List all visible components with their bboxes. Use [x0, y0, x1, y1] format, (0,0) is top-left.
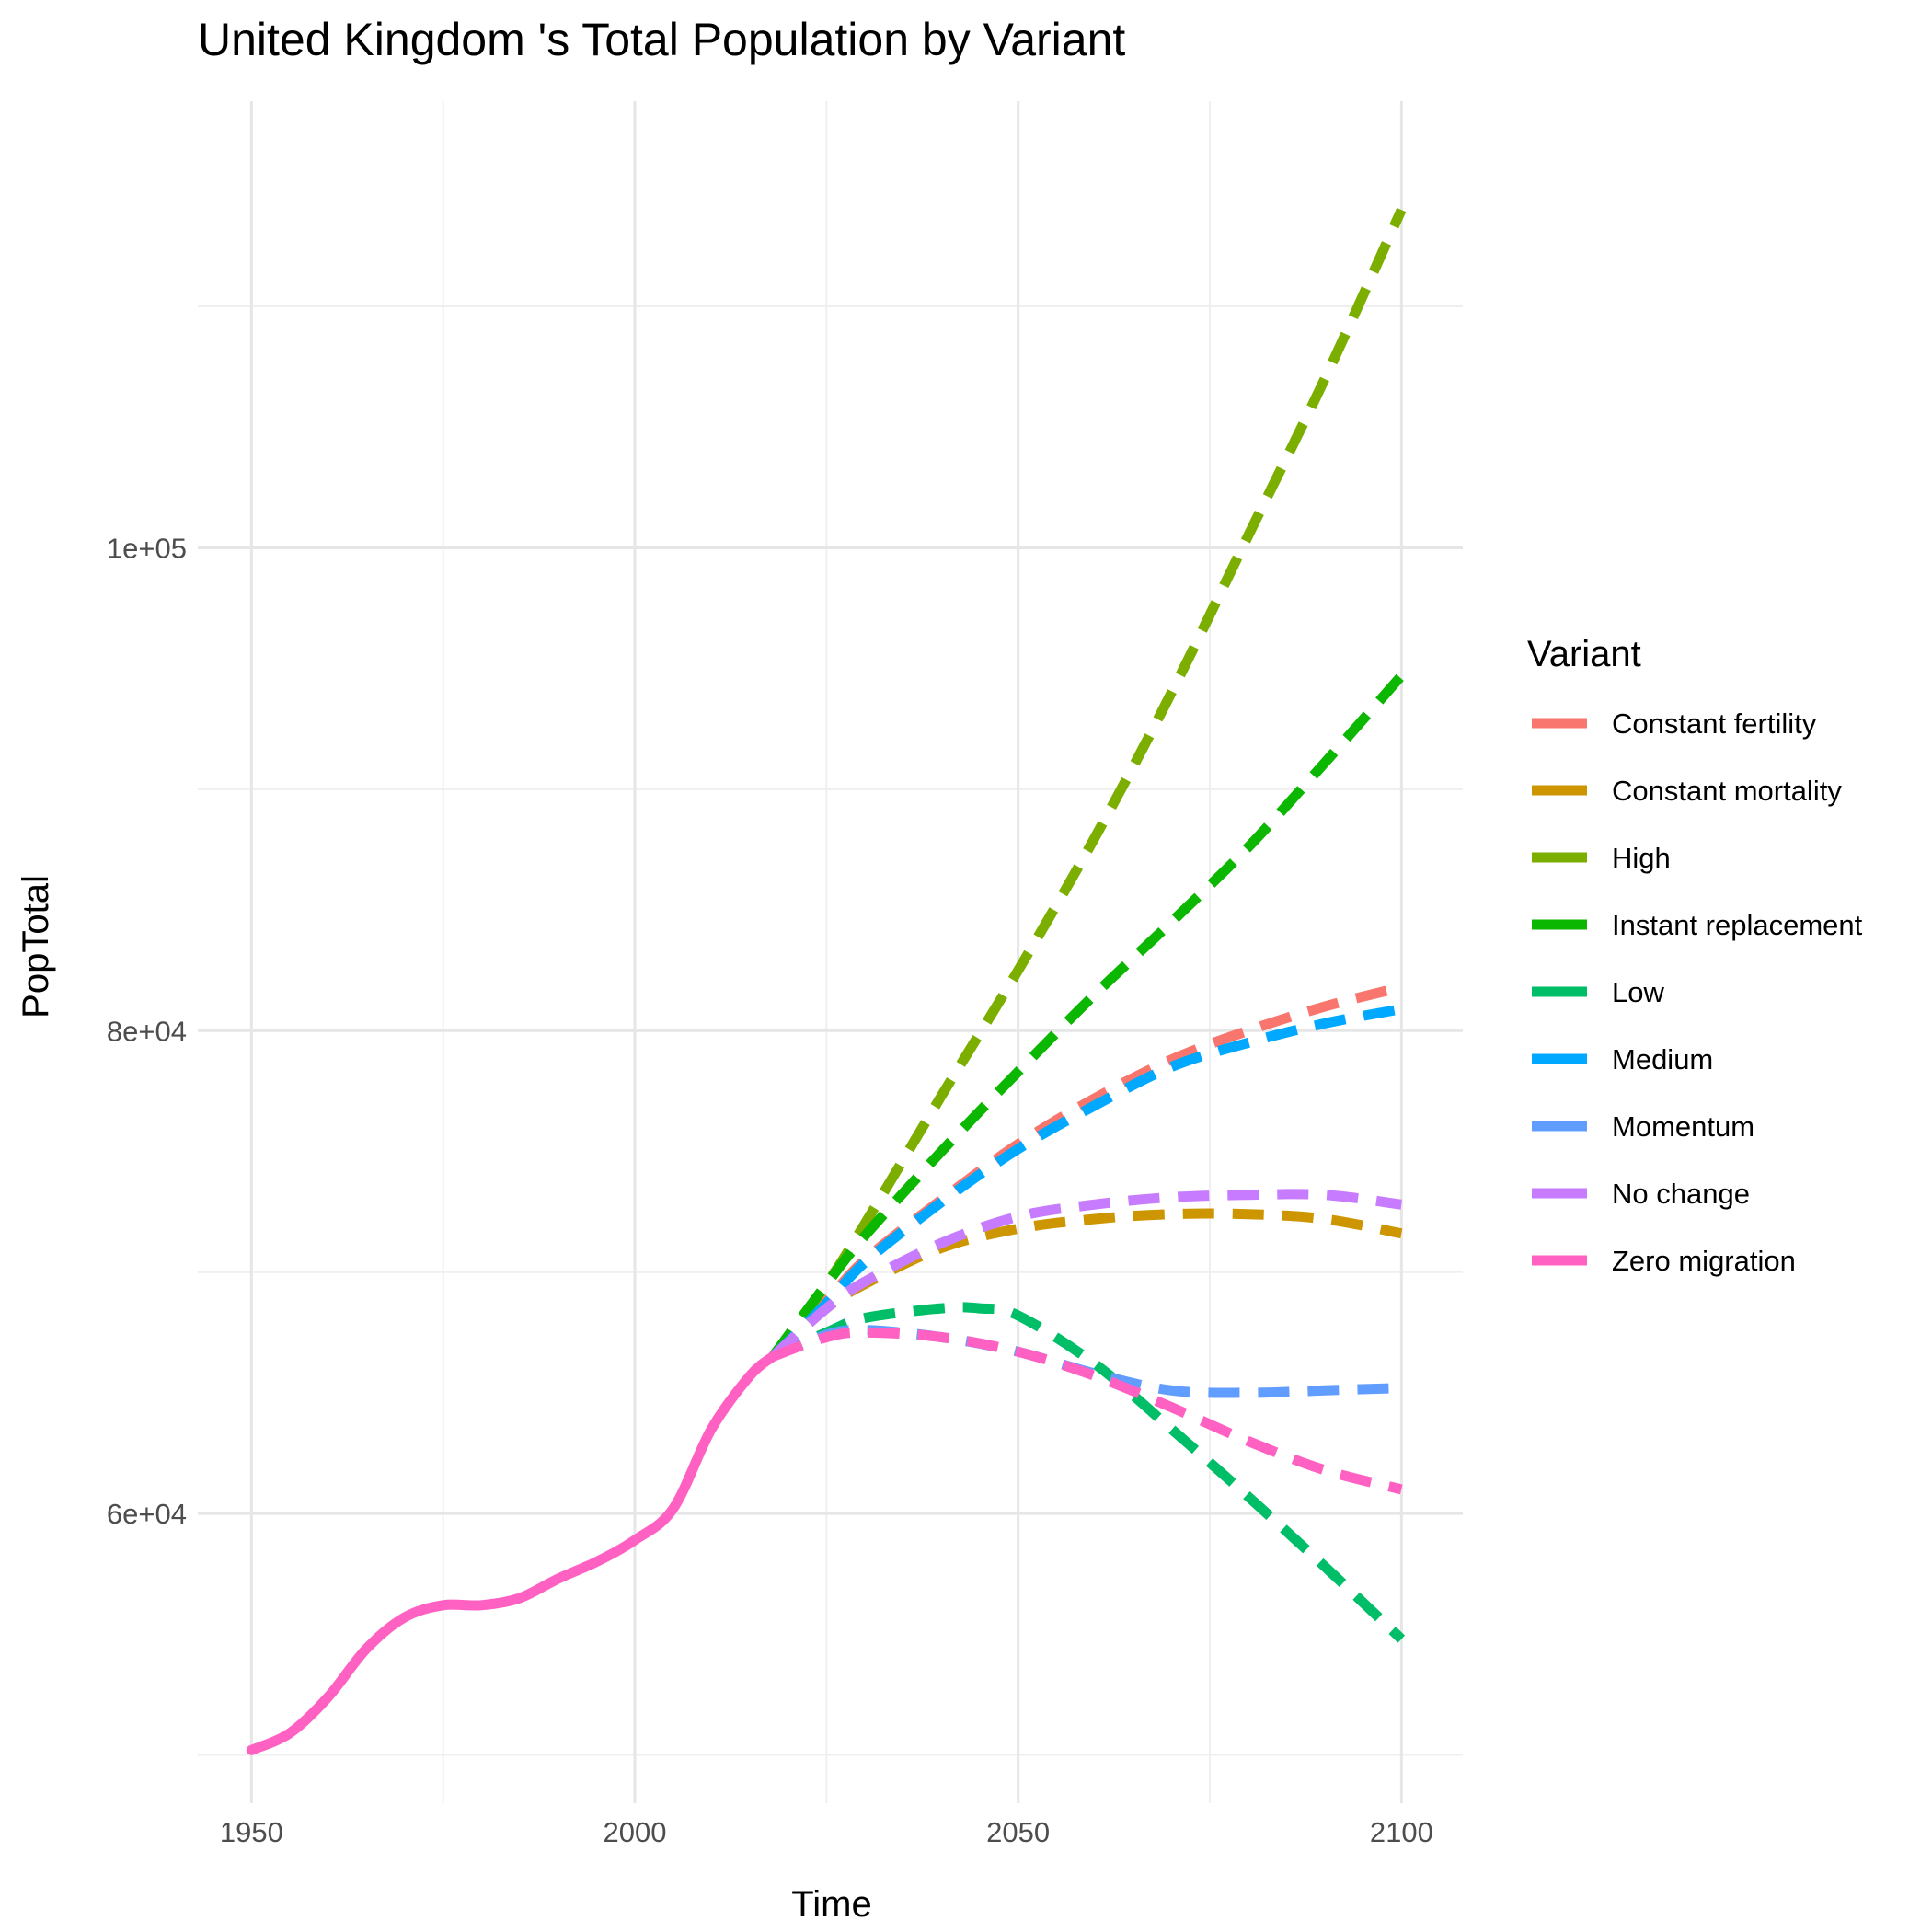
- y-tick-label-0: 6e+04: [107, 1498, 187, 1530]
- series-line-instant-replacement: [768, 672, 1406, 1360]
- legend-label-instant-replacement: Instant replacement: [1612, 909, 1863, 941]
- grid: [198, 101, 1463, 1803]
- legend-item-high: High: [1532, 842, 1671, 874]
- legend-item-instant-replacement: Instant replacement: [1532, 909, 1863, 941]
- legend-label-high: High: [1612, 842, 1671, 874]
- x-tick-label-2: 2050: [986, 1816, 1050, 1848]
- x-tick-label-0: 1950: [220, 1816, 283, 1848]
- legend-label-momentum: Momentum: [1612, 1110, 1754, 1143]
- legend-title: Variant: [1527, 634, 1641, 674]
- legend-item-no-change: No change: [1532, 1178, 1750, 1210]
- series-line-zero-migration: [771, 1327, 1403, 1495]
- y-tick-label-2: 1e+05: [107, 532, 187, 564]
- series-line-history: [246, 1351, 778, 1755]
- chart-title: United Kingdom 's Total Population by Va…: [198, 14, 1125, 65]
- series-line-constant-fertility: [769, 982, 1403, 1361]
- y-axis-tick-labels: 6e+04 8e+04 1e+05: [107, 532, 187, 1530]
- series-line-medium: [769, 1004, 1403, 1361]
- legend-label-no-change: No change: [1612, 1178, 1750, 1210]
- x-tick-label-1: 2000: [604, 1816, 667, 1848]
- y-axis-title: PopTotal: [16, 875, 56, 1018]
- legend-item-low: Low: [1532, 976, 1664, 1008]
- x-tick-label-3: 2100: [1370, 1816, 1433, 1848]
- x-axis-title: Time: [791, 1884, 871, 1925]
- legend-item-constant-fertility: Constant fertility: [1532, 707, 1817, 740]
- legend-label-constant-fertility: Constant fertility: [1612, 707, 1817, 740]
- legend-label-medium: Medium: [1612, 1043, 1713, 1075]
- legend-item-medium: Medium: [1532, 1043, 1713, 1075]
- series-line-momentum: [770, 1325, 1402, 1398]
- series-line-low: [770, 1302, 1406, 1643]
- legend-item-momentum: Momentum: [1532, 1110, 1754, 1143]
- legend: Variant Constant fertility Constant morta…: [1527, 634, 1863, 1277]
- legend-label-constant-mortality: Constant mortality: [1612, 775, 1842, 807]
- series-line-high: [768, 207, 1407, 1360]
- legend-item-zero-migration: Zero migration: [1532, 1245, 1796, 1277]
- series-line-no-change: [769, 1189, 1402, 1361]
- plot-lines: [246, 207, 1407, 1755]
- legend-item-constant-mortality: Constant mortality: [1532, 775, 1842, 807]
- x-axis-tick-labels: 1950 2000 2050 2100: [220, 1816, 1433, 1848]
- y-tick-label-1: 8e+04: [107, 1015, 187, 1047]
- legend-label-zero-migration: Zero migration: [1612, 1245, 1796, 1277]
- legend-label-low: Low: [1612, 976, 1664, 1008]
